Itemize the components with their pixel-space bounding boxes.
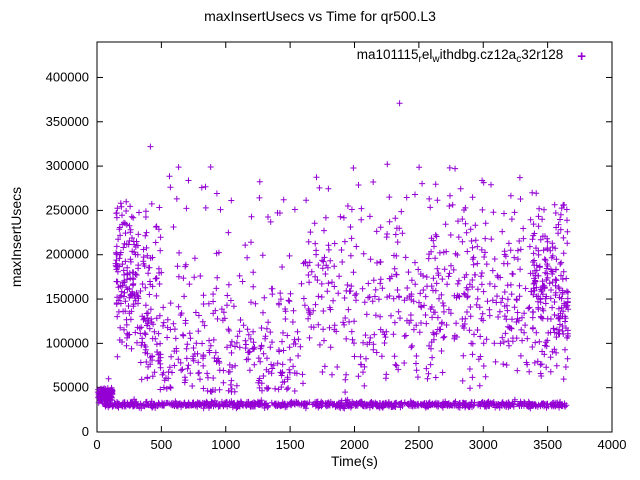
legend-label-subscript: c [516,54,522,65]
x-tick-label: 4000 [598,437,627,452]
legend-label-subscript: r [418,54,422,65]
legend-label-text: ma101115 [356,47,419,62]
x-tick-label: 1000 [211,437,240,452]
x-axis-label: Time(s) [331,453,378,469]
x-tick-label: 2000 [340,437,369,452]
legend-plus-marker: + [577,47,586,65]
data-points [94,100,572,412]
x-tick-label: 3000 [469,437,498,452]
y-tick-label: 200000 [46,247,89,262]
y-tick-label: 150000 [46,291,89,306]
legend-label: ma101115relwithdbg.cz12ac32r128 [357,47,564,65]
legend-label-text: ithdbg.cz12a [439,47,517,62]
y-tick-label: 400000 [46,69,89,84]
legend-entry: ma101115relwithdbg.cz12ac32r128 + [357,47,586,65]
x-tick-label: 500 [151,437,173,452]
page-title: maxInsertUsecs vs Time for qr500.L3 [204,8,436,24]
y-tick-label: 50000 [53,380,89,395]
y-tick-label: 0 [82,424,89,439]
y-axis-label: maxInsertUsecs [8,186,24,288]
legend-label-text: 32r128 [521,47,564,62]
y-tick-label: 100000 [46,335,89,350]
y-tick-label: 350000 [46,114,89,129]
x-tick-label: 0 [93,437,100,452]
legend-label-subscript: w [432,54,440,65]
x-tick-label: 1500 [276,437,305,452]
y-tick-label: 300000 [46,158,89,173]
legend-label-text: el [421,47,433,62]
y-tick-label: 250000 [46,202,89,217]
x-tick-label: 2500 [404,437,433,452]
x-tick-label: 3500 [533,437,562,452]
plot-border [96,41,613,433]
